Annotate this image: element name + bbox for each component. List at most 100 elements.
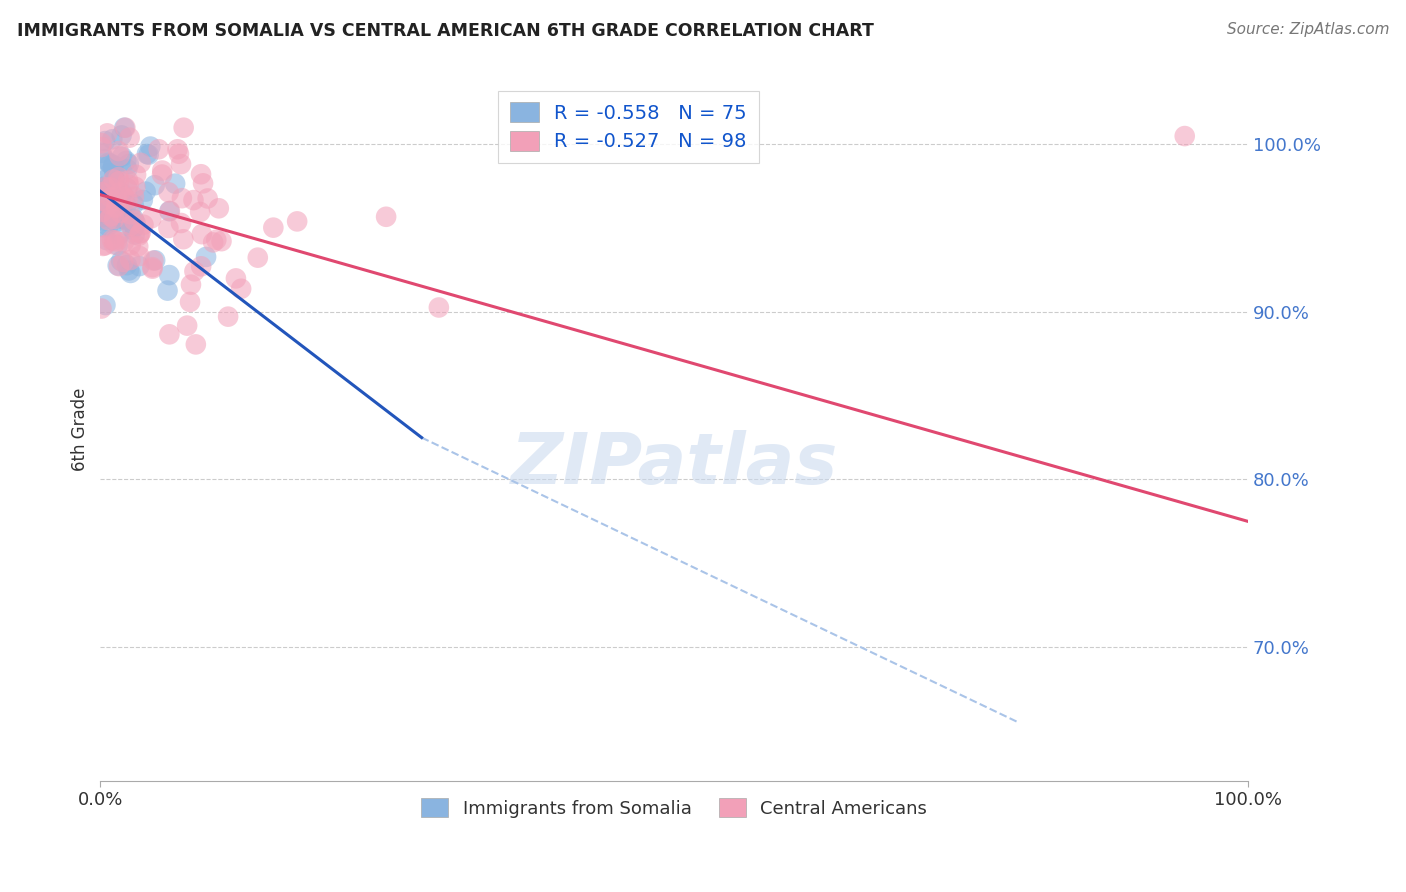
Point [105, 194, 128, 208]
Point [110, 128, 132, 143]
Point [118, 178, 141, 192]
Point [190, 167, 212, 181]
Point [107, 238, 129, 252]
Point [285, 214, 308, 228]
Point [118, 157, 141, 171]
Point [128, 259, 150, 273]
Point [135, 147, 157, 161]
Point [157, 186, 180, 200]
Point [111, 150, 134, 164]
Point [121, 223, 143, 237]
Point [90, 181, 112, 195]
Point [129, 226, 152, 240]
Point [120, 238, 142, 252]
Point [97, 171, 120, 186]
Point [110, 254, 132, 268]
Point [115, 213, 138, 227]
Point [93, 220, 115, 235]
Point [173, 120, 195, 135]
Point [112, 211, 135, 226]
Point [108, 227, 131, 242]
Point [135, 185, 157, 199]
Point [129, 156, 152, 170]
Point [225, 271, 247, 285]
Point [129, 227, 152, 241]
Point [124, 216, 146, 230]
Point [122, 213, 145, 227]
Point [107, 144, 129, 158]
Point [90, 185, 112, 199]
Point [143, 253, 166, 268]
Point [124, 179, 146, 194]
Point [143, 178, 166, 193]
Point [157, 221, 180, 235]
Text: ZIPatlas: ZIPatlas [510, 430, 838, 499]
Point [157, 204, 180, 219]
Point [90, 140, 112, 154]
Point [120, 266, 142, 280]
Point [103, 212, 125, 227]
Point [184, 337, 207, 351]
Point [103, 178, 125, 192]
Point [108, 186, 131, 200]
Point [108, 259, 131, 273]
Point [107, 259, 129, 273]
Point [105, 190, 128, 204]
Point [103, 172, 125, 186]
Point [141, 211, 163, 226]
Point [190, 260, 212, 274]
Point [91, 210, 114, 224]
Point [90, 180, 112, 194]
Point [91, 194, 114, 208]
Point [100, 210, 122, 224]
Point [117, 181, 139, 195]
Point [170, 157, 193, 171]
Point [97, 198, 120, 212]
Point [105, 235, 128, 249]
Point [108, 149, 131, 163]
Point [427, 301, 450, 315]
Point [120, 219, 142, 233]
Point [94, 134, 117, 148]
Point [91, 239, 114, 253]
Point [114, 120, 136, 135]
Point [150, 163, 173, 178]
Point [90, 136, 112, 150]
Point [112, 255, 135, 269]
Point [108, 211, 131, 226]
Point [188, 205, 211, 219]
Point [157, 327, 180, 342]
Point [246, 251, 269, 265]
Y-axis label: 6th Grade: 6th Grade [72, 387, 89, 471]
Point [180, 277, 202, 292]
Point [91, 195, 114, 210]
Point [211, 234, 233, 248]
Point [111, 202, 134, 216]
Point [124, 220, 146, 235]
Point [183, 264, 205, 278]
Point [120, 253, 142, 268]
Point [98, 209, 121, 223]
Point [202, 235, 225, 250]
Point [1174, 129, 1197, 144]
Point [115, 153, 138, 168]
Point [110, 206, 132, 220]
Point [103, 237, 125, 252]
Point [111, 186, 134, 201]
Point [142, 253, 165, 268]
Point [108, 174, 131, 188]
Point [148, 142, 170, 156]
Point [103, 166, 125, 180]
Point [122, 197, 145, 211]
Point [107, 170, 129, 185]
Point [93, 189, 115, 203]
Point [93, 200, 115, 214]
Point [98, 166, 121, 180]
Point [97, 219, 120, 234]
Point [101, 132, 124, 146]
Point [159, 203, 181, 218]
Point [141, 261, 163, 276]
Point [93, 152, 115, 166]
Point [172, 232, 194, 246]
Point [217, 310, 239, 324]
